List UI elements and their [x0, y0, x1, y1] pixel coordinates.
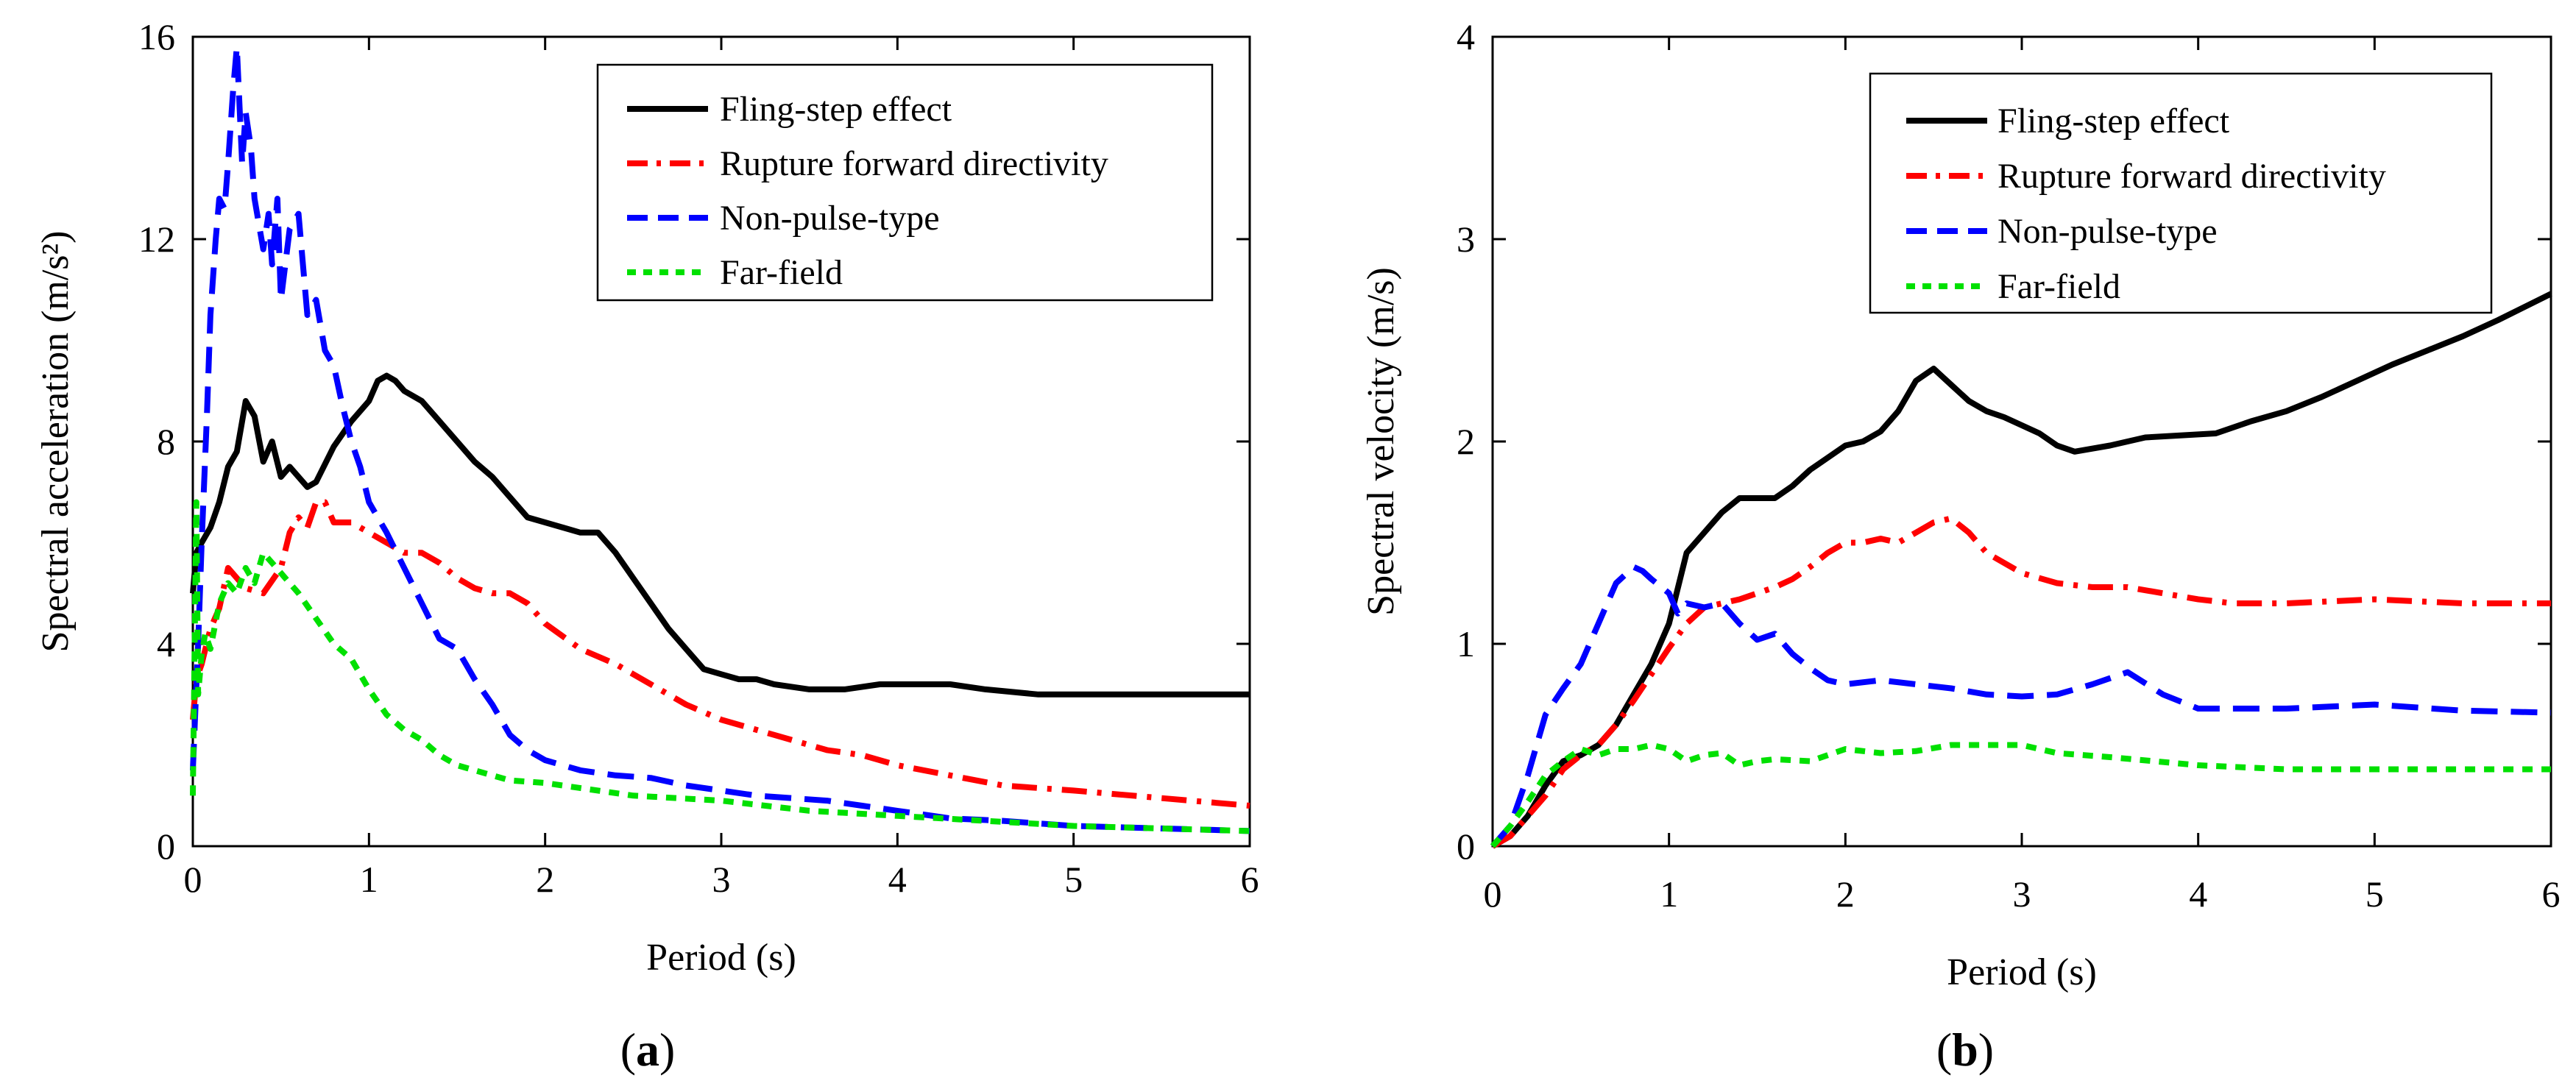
series-line-non-pulse-type-b	[1490, 564, 2552, 848]
tick-label-y-3-a: 12	[138, 219, 175, 260]
caption-open-b: (	[1936, 1024, 1952, 1076]
legend-label-nonpulse-b: Non-pulse-type	[1998, 212, 2218, 251]
tick-label-y-4-b: 4	[1457, 16, 1475, 57]
legend-label-fling-a: Fling-step effect	[720, 90, 952, 129]
tick-label-x-5-a: 5	[1064, 859, 1083, 900]
tick-label-y-0-a: 0	[157, 826, 175, 867]
panel-caption-b: (b)	[1936, 1024, 1994, 1076]
tick-label-y-3-b: 3	[1457, 219, 1475, 260]
legend-label-fling-b: Fling-step effect	[1998, 102, 2230, 141]
tick-label-x-2-b: 2	[1836, 873, 1855, 915]
ticks-a	[191, 35, 1251, 848]
legend-label-rupture-b: Rupture forward directivity	[1998, 157, 2386, 196]
legend-box-b	[1869, 72, 2493, 314]
legend-box-a	[596, 63, 1214, 302]
series-line-rupture-forward-directivity-b	[1491, 515, 2551, 849]
caption-letter-a: a	[636, 1024, 659, 1076]
series-line-fling-step-effect-a	[190, 372, 1250, 698]
panel-b: 0 1 2 3 4 5 6 0 1 2 3 4 Period (s) Spect…	[1360, 16, 2561, 1076]
series-lines-b	[1490, 291, 2552, 849]
tick-label-x-1-a: 1	[360, 859, 378, 900]
ticks-b	[1491, 35, 2552, 848]
tick-label-x-6-a: 6	[1241, 859, 1259, 900]
legend-label-farfield-a: Far-field	[720, 253, 843, 292]
series-line-far-field-b	[1490, 742, 2551, 848]
legend-a: Fling-step effect Rupture forward direct…	[596, 63, 1214, 302]
tick-label-x-3-b: 3	[2013, 873, 2031, 915]
series-line-rupture-forward-directivity-a	[190, 499, 1250, 809]
caption-open-a: (	[620, 1024, 636, 1076]
tick-label-x-1-b: 1	[1660, 873, 1678, 915]
panel-caption-a: (a)	[620, 1024, 676, 1076]
tick-label-x-2-a: 2	[536, 859, 554, 900]
caption-close-a: )	[659, 1024, 675, 1076]
legend-label-rupture-a: Rupture forward directivity	[720, 144, 1108, 183]
panel-a: 0 1 2 3 4 5 6 0 4 8 12 16 Period (s) Spe…	[35, 16, 1259, 1076]
series-line-far-field-a	[190, 499, 1250, 834]
tick-label-y-1-a: 4	[157, 623, 175, 664]
caption-close-b: )	[1978, 1024, 1994, 1076]
y-axis-label-a: Spectral acceleration (m/s²)	[35, 231, 77, 653]
tick-label-y-1-b: 1	[1457, 623, 1475, 664]
x-axis-label-a: Period (s)	[646, 937, 796, 979]
series-line-fling-step-effect-b	[1491, 291, 2552, 849]
series-lines-a	[190, 43, 1250, 834]
tick-label-y-4-a: 16	[138, 16, 175, 57]
legend-label-nonpulse-a: Non-pulse-type	[720, 199, 940, 238]
tick-label-x-0-b: 0	[1484, 873, 1502, 915]
x-axis-label-b: Period (s)	[1947, 951, 2097, 993]
tick-label-y-2-b: 2	[1457, 421, 1475, 462]
tick-label-y-0-b: 0	[1457, 826, 1475, 867]
tick-label-y-2-a: 8	[157, 421, 175, 462]
legend-b: Fling-step effect Rupture forward direct…	[1869, 72, 2493, 314]
tick-label-x-6-b: 6	[2542, 873, 2561, 915]
tick-label-x-0-a: 0	[184, 859, 202, 900]
legend-label-farfield-b: Far-field	[1998, 267, 2120, 306]
tick-label-x-4-b: 4	[2189, 873, 2207, 915]
caption-letter-b: b	[1952, 1024, 1978, 1076]
tick-label-x-4-a: 4	[888, 859, 907, 900]
tick-label-x-5-b: 5	[2366, 873, 2384, 915]
series-line-non-pulse-type-a	[190, 43, 1250, 834]
tick-label-x-3-a: 3	[712, 859, 731, 900]
y-axis-label-b: Spectral velocity (m/s)	[1360, 267, 1402, 616]
